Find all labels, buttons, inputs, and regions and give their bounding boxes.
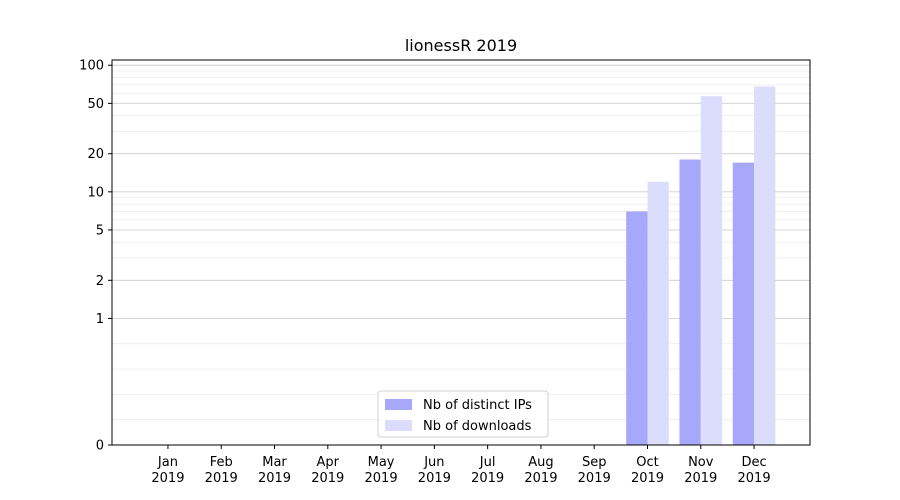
x-tick-label: Jan 2019 (151, 455, 184, 486)
x-tick-label: Sep 2019 (578, 455, 611, 486)
legend: Nb of distinct IPs Nb of downloads (377, 390, 549, 438)
bar-distinct-ips-11 (679, 159, 701, 445)
bar-downloads-10 (647, 181, 669, 445)
y-tick-label: 5 (96, 223, 104, 238)
y-tick-label: 20 (87, 147, 104, 162)
y-tick-label: 0 (96, 439, 104, 454)
legend-swatch (385, 420, 412, 431)
bar-downloads-12 (754, 86, 776, 445)
y-tick-label: 100 (79, 59, 104, 74)
y-tick-label: 50 (87, 97, 104, 112)
legend-label: Nb of distinct IPs (423, 398, 532, 413)
y-tick-label: 1 (96, 312, 104, 327)
x-tick-label: Oct 2019 (631, 455, 664, 486)
y-axis: 0 1 2 5 10 20 50 100 (79, 59, 112, 454)
bar-distinct-ips-12 (732, 162, 755, 445)
legend-swatch (385, 399, 412, 410)
y-tick-label: 10 (87, 185, 104, 200)
bar-downloads-11 (700, 96, 723, 446)
x-tick-label: May 2019 (365, 455, 398, 486)
legend-box (377, 390, 549, 438)
plot-frame (111, 59, 811, 446)
bar-distinct-ips-10 (626, 211, 648, 445)
x-tick-label: Mar 2019 (258, 455, 291, 486)
legend-label: Nb of downloads (423, 419, 532, 434)
chart-title: lionessR 2019 (405, 36, 517, 55)
x-tick-label: Feb 2019 (205, 455, 238, 486)
x-tick-label: Nov 2019 (684, 455, 717, 486)
x-tick-label: Aug 2019 (524, 455, 557, 486)
x-axis: Jan 2019 Feb 2019 Mar 2019 Apr 2019 May 2019 Jun 20… (151, 445, 771, 486)
bars (626, 86, 776, 446)
x-tick-label: Dec 2019 (738, 455, 771, 486)
x-tick-label: Apr 2019 (311, 455, 344, 486)
x-tick-label: Jun 2019 (418, 455, 451, 486)
y-tick-label: 2 (96, 274, 104, 289)
x-tick-label: Jul 2019 (471, 455, 504, 486)
